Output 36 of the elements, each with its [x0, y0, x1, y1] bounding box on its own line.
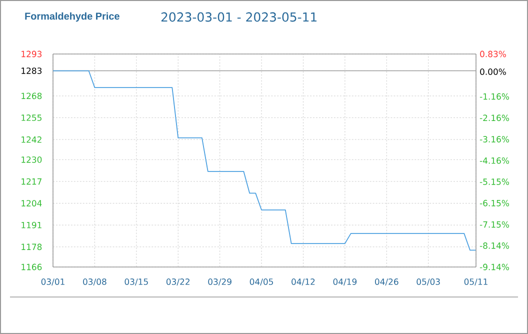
x-tick-label: 03/22: [166, 278, 190, 286]
x-tick-label: 04/05: [250, 278, 273, 286]
x-tick-label: 03/29: [208, 278, 232, 286]
y2-tick-label: -9.14%: [480, 264, 510, 270]
y2-tick-label: -3.16%: [480, 136, 510, 142]
x-tick-label: 04/12: [292, 278, 315, 286]
y2-tick-label: -8.14%: [480, 242, 510, 249]
x-tick-label: 03/15: [124, 278, 148, 286]
line-series: [52, 70, 476, 251]
x-tick-label: 03/08: [83, 278, 106, 286]
y-tick-label: 1217: [22, 178, 42, 185]
chart-title: Formaldehyde Price: [25, 12, 120, 22]
x-tick-label: 05/03: [416, 278, 440, 286]
y-tick-label: 1283: [22, 68, 42, 74]
x-tick-label: 03/01: [41, 278, 64, 286]
chart-subtitle: 2023-03-01 - 2023-05-11: [161, 12, 316, 22]
y-tick-label: 1166: [22, 264, 42, 270]
y-tick-label: 1242: [22, 136, 42, 143]
x-tick-label: 04/19: [333, 278, 357, 286]
x-tick-label: 04/26: [375, 278, 398, 286]
y2-tick-label: -1.16%: [480, 93, 510, 100]
y2-tick-label: -2.16%: [480, 114, 510, 122]
y2-tick-label: 0.00%: [480, 68, 506, 75]
y2-tick-label: -6.15%: [480, 200, 510, 206]
y2-tick-label: -7.15%: [480, 221, 510, 228]
y-tick-label: 1255: [22, 114, 42, 121]
y2-tick-label: 0.83%: [480, 50, 506, 58]
y-tick-label: 1178: [22, 244, 42, 250]
y-tick-label: 1191: [22, 222, 42, 228]
y-tick-label: 1293: [22, 50, 42, 58]
y2-tick-label: -5.15%: [480, 178, 510, 185]
y-tick-label: 1204: [22, 200, 42, 206]
y2-tick-label: -4.16%: [480, 157, 510, 164]
x-tick-label: 05/11: [464, 278, 488, 286]
y-tick-label: 1268: [22, 92, 42, 100]
y-tick-label: 1230: [22, 156, 42, 163]
